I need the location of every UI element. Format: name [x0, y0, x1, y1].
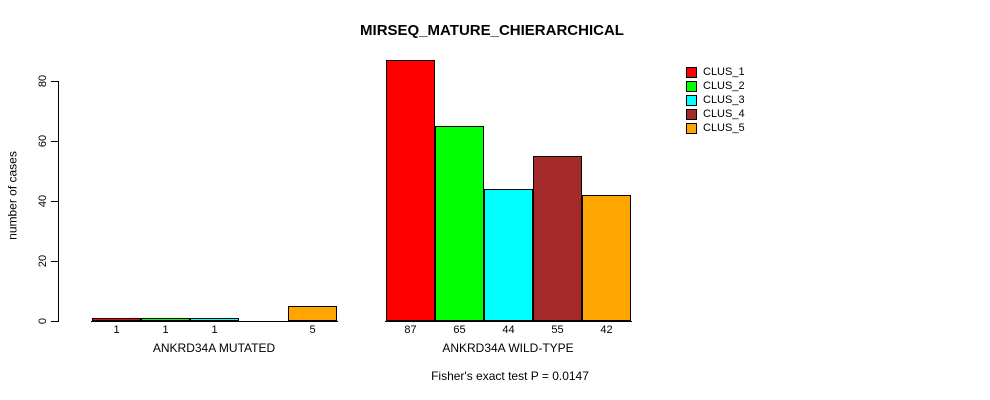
bar [582, 195, 631, 321]
y-axis-tick-label: 80 [37, 74, 49, 88]
y-axis-tick-label: 60 [37, 134, 49, 148]
y-axis-tick [51, 201, 58, 202]
bar-value-label: 55 [551, 324, 564, 336]
y-axis-tick-label: 20 [37, 254, 49, 268]
bar-value-label: 87 [404, 324, 417, 336]
legend-label: CLUS_3 [703, 94, 745, 106]
bar [141, 318, 190, 321]
bar [288, 306, 337, 321]
legend-label: CLUS_2 [703, 80, 745, 92]
bar [435, 126, 484, 321]
bar-value-label: 5 [309, 324, 316, 336]
y-axis-tick [51, 261, 58, 262]
legend-label: CLUS_4 [703, 108, 745, 120]
bar-value-label: 44 [502, 324, 515, 336]
y-axis-line [58, 81, 59, 322]
bar-value-label: 1 [211, 324, 218, 336]
bar-value-label: 42 [600, 324, 613, 336]
legend-swatch [686, 81, 697, 92]
y-axis-tick-label: 0 [37, 317, 49, 325]
group-baseline [385, 321, 632, 322]
legend-label: CLUS_1 [703, 66, 745, 78]
legend-swatch [686, 123, 697, 134]
bar-value-label: 1 [113, 324, 120, 336]
y-axis-tick-label: 40 [37, 194, 49, 208]
bar-value-label: 65 [453, 324, 466, 336]
bar-value-label: 1 [162, 324, 169, 336]
legend-swatch [686, 67, 697, 78]
group-label-mutated: ANKRD34A MUTATED [152, 341, 276, 355]
y-axis-tick [51, 81, 58, 82]
chart-title: MIRSEQ_MATURE_CHIERARCHICAL [360, 22, 624, 39]
group-label-wildtype: ANKRD34A WILD-TYPE [442, 341, 574, 355]
y-axis-tick [51, 141, 58, 142]
fisher-test-annotation: Fisher's exact test P = 0.0147 [431, 369, 589, 383]
bar [190, 318, 239, 321]
legend-swatch [686, 109, 697, 120]
legend-swatch [686, 95, 697, 106]
bar [92, 318, 141, 321]
bar [484, 189, 533, 321]
y-axis-tick [51, 321, 58, 322]
y-axis-title: number of cases [5, 151, 20, 240]
legend-label: CLUS_5 [703, 122, 745, 134]
bar [533, 156, 582, 321]
bar [386, 60, 435, 321]
group-baseline [91, 321, 338, 322]
